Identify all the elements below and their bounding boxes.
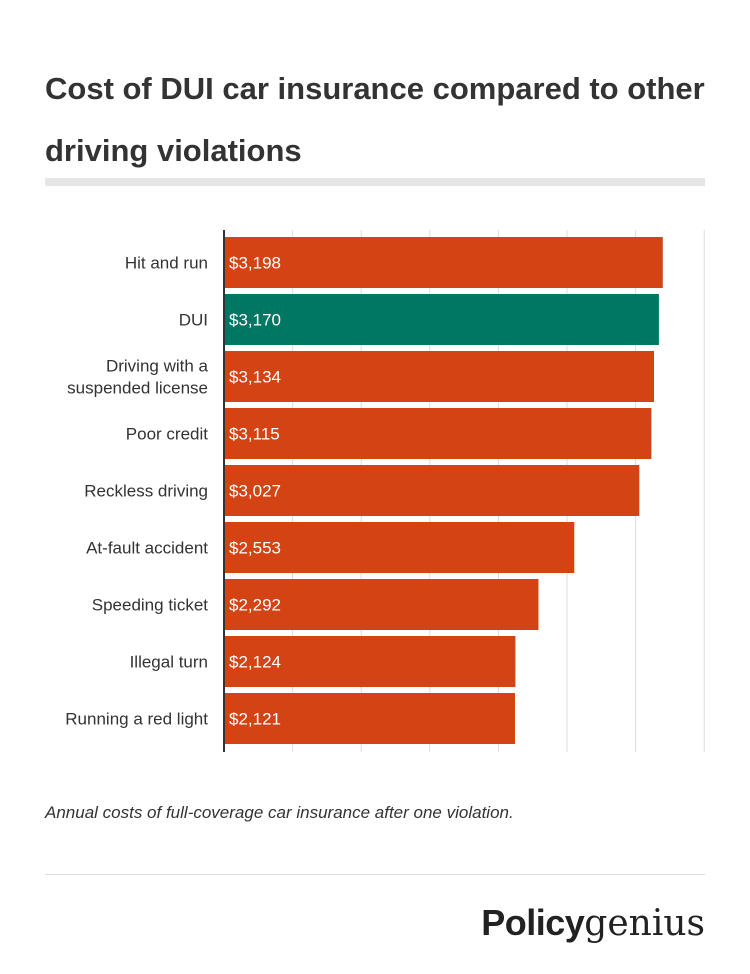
category-label: Speeding ticket [92, 596, 209, 615]
category-label: Poor credit [126, 425, 208, 444]
policygenius-logo: Policygenius [481, 902, 705, 944]
bar-chart: $3,198 Hit and run $3,170 DUI $3,134 Driving … [65, 230, 705, 752]
bar-value-label: $3,115 [229, 425, 280, 444]
bar-value-label: $3,198 [229, 254, 281, 273]
bar [224, 579, 539, 630]
bar-value-label: $3,134 [229, 368, 281, 387]
bar-value-label: $2,124 [229, 653, 281, 672]
bar-value-label: $2,121 [229, 710, 281, 729]
category-label: DUI [179, 311, 208, 330]
bar [224, 636, 516, 687]
category-label: Driving with a [106, 357, 209, 376]
category-label: Illegal turn [130, 653, 208, 672]
category-label: At-fault accident [86, 539, 208, 558]
title-divider [45, 178, 705, 186]
bar [224, 408, 652, 459]
category-label: Running a red light [65, 710, 208, 729]
bar [224, 294, 659, 345]
logo-part-policy: Policy [481, 902, 585, 943]
category-label: suspended license [67, 379, 208, 398]
footer-divider [45, 874, 705, 875]
bar [224, 465, 640, 516]
category-label: Hit and run [125, 254, 208, 273]
bar [224, 522, 575, 573]
bar-value-label: $3,027 [229, 482, 281, 501]
bar-value-label: $3,170 [229, 311, 281, 330]
chart-caption: Annual costs of full-coverage car insura… [45, 803, 514, 822]
bar [224, 693, 516, 744]
bar-value-label: $2,292 [229, 596, 281, 615]
bar [224, 237, 663, 288]
bar-value-label: $2,553 [229, 539, 281, 558]
category-label: Reckless driving [84, 482, 208, 501]
chart-title: Cost of DUI car insurance compared to ot… [45, 71, 705, 168]
logo-part-genius: genius [584, 903, 705, 944]
bar [224, 351, 654, 402]
